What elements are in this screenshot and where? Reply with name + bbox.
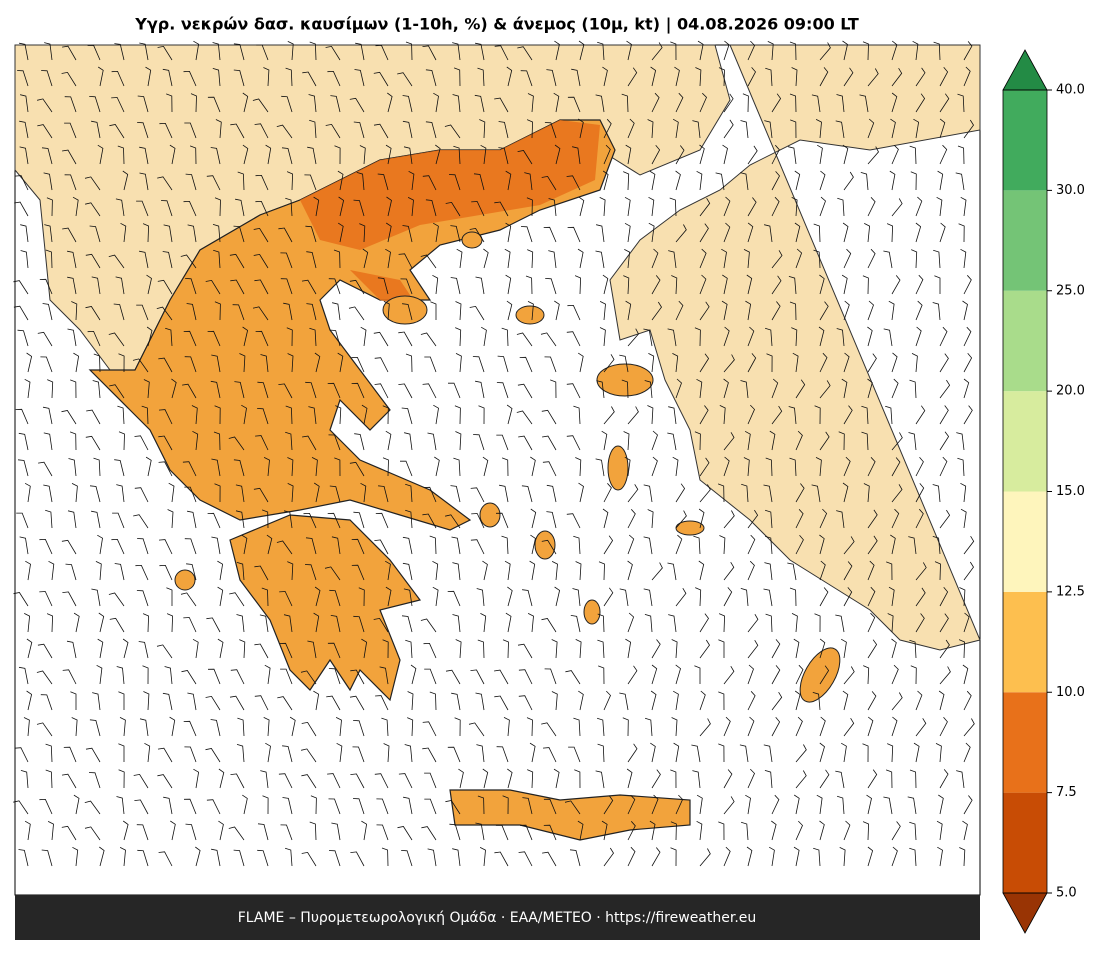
islands [174, 231, 841, 703]
island [583, 599, 601, 625]
footer-bar [15, 895, 980, 940]
island [479, 502, 501, 528]
footer: FLAME – Πυρομετεωρολογική Ομάδα · ΕΑΑ/ME… [238, 910, 757, 926]
map [13, 40, 981, 896]
land-turkey [609, 44, 981, 651]
colorbar-tick-label: 10.0 [1056, 685, 1085, 700]
land-peloponnese [229, 514, 422, 702]
colorbar-over [1002, 49, 1048, 91]
colorbar-tick-label: 12.5 [1056, 584, 1085, 599]
island [515, 305, 545, 325]
colorbar-under [1002, 892, 1048, 934]
colorbar-tick-label: 20.0 [1056, 384, 1085, 399]
island [461, 231, 483, 249]
island [596, 363, 654, 397]
island [174, 569, 196, 591]
island [382, 295, 428, 325]
colorbar-segment [1003, 792, 1047, 893]
island [607, 445, 629, 491]
colorbar-segment [1003, 692, 1047, 793]
land-greece-dry [300, 120, 600, 310]
colorbar-segment [1003, 491, 1047, 592]
colorbar-segment [1003, 391, 1047, 492]
colorbar-tick-label: 7.5 [1056, 785, 1077, 800]
colorbar-segment [1003, 190, 1047, 291]
colorbar-tick-label: 25.0 [1056, 283, 1085, 298]
colorbar-tick-label: 15.0 [1056, 484, 1085, 499]
island [799, 647, 841, 703]
wind-barbs [13, 40, 975, 867]
colorbar-tick-label: 5.0 [1056, 886, 1077, 901]
colorbar-tick-label: 40.0 [1056, 83, 1085, 98]
colorbar-segment [1003, 90, 1047, 191]
colorbar-segment [1003, 591, 1047, 693]
title: Υγρ. νεκρών δασ. καυσίμων (1-10h, %) & ά… [134, 15, 859, 35]
colorbar: 5.0 7.5 10.0 12.5 15.0 20.0 25.0 30.0 40.0 [1002, 49, 1085, 934]
colorbar-segment [1003, 290, 1047, 392]
island [534, 530, 556, 560]
colorbar-tick-label: 30.0 [1056, 183, 1085, 198]
